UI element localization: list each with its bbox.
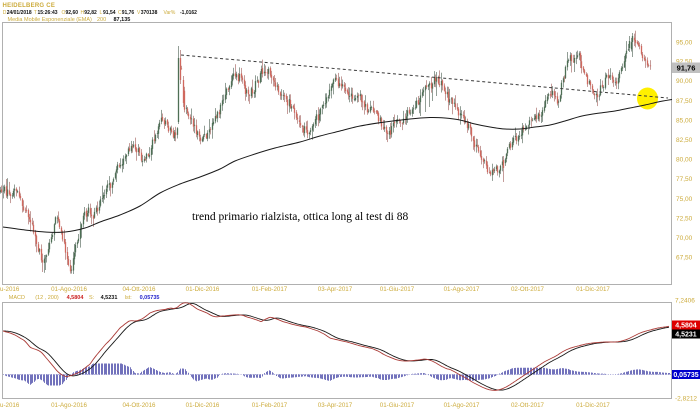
svg-text:01-Dic-2017: 01-Dic-2017 xyxy=(576,286,610,293)
svg-text:4,5804: 4,5804 xyxy=(675,323,697,330)
svg-text:92,50: 92,50 xyxy=(676,59,693,66)
svg-text:01-Feb-2017: 01-Feb-2017 xyxy=(252,402,288,409)
svg-text:4,5804: 4,5804 xyxy=(67,295,85,301)
svg-text:D: D xyxy=(3,10,7,16)
svg-text:02-Ott-2017: 02-Ott-2017 xyxy=(511,402,545,409)
svg-text:82,50: 82,50 xyxy=(676,137,693,144)
svg-text:87,135: 87,135 xyxy=(114,17,131,23)
svg-text:O: O xyxy=(62,10,66,16)
svg-text:4,5231: 4,5231 xyxy=(675,332,697,339)
svg-text:Var%: Var% xyxy=(164,10,176,16)
svg-text:-2,8212: -2,8212 xyxy=(675,396,697,403)
svg-text:0,05735: 0,05735 xyxy=(673,372,698,379)
svg-text:HEIDELBERG CE: HEIDELBERG CE xyxy=(3,3,56,9)
svg-text:01-Dic-2016: 01-Dic-2016 xyxy=(186,286,220,293)
svg-text:04-Ott-2016: 04-Ott-2016 xyxy=(122,402,156,409)
svg-text:trend primario rialzista, otti: trend primario rialzista, ottica long al… xyxy=(192,211,408,223)
svg-text:91,54: 91,54 xyxy=(103,10,116,16)
svg-text:91,76: 91,76 xyxy=(122,10,135,16)
svg-text:S:: S: xyxy=(89,295,95,301)
svg-text:90,00: 90,00 xyxy=(676,78,693,85)
svg-text:01-Ago-2016: 01-Ago-2016 xyxy=(51,402,87,409)
svg-text:04-Ott-2016: 04-Ott-2016 xyxy=(122,286,156,293)
svg-text:75,00: 75,00 xyxy=(676,196,693,203)
svg-text:370138: 370138 xyxy=(141,10,158,16)
svg-text:01-Ago-2016: 01-Ago-2016 xyxy=(51,286,87,293)
svg-text:01-Giu-2017: 01-Giu-2017 xyxy=(380,402,415,409)
svg-text:7,2406: 7,2406 xyxy=(675,298,695,305)
svg-text:92,82: 92,82 xyxy=(84,10,97,16)
svg-text:01-Ago-2017: 01-Ago-2017 xyxy=(444,286,480,293)
svg-text:85,00: 85,00 xyxy=(676,117,693,124)
svg-text:72,50: 72,50 xyxy=(676,215,693,222)
svg-text:4,5231: 4,5231 xyxy=(101,295,118,301)
svg-text:L: L xyxy=(100,10,103,16)
svg-text:80,00: 80,00 xyxy=(676,157,693,164)
svg-text:95,00: 95,00 xyxy=(676,39,693,46)
svg-text:01-Feb-2017: 01-Feb-2017 xyxy=(252,286,288,293)
svg-text:01-Dic-2016: 01-Dic-2016 xyxy=(186,402,220,409)
svg-text:77,50: 77,50 xyxy=(676,176,693,183)
svg-text:92,60: 92,60 xyxy=(66,10,79,16)
svg-text:01-Giu-2017: 01-Giu-2017 xyxy=(380,286,415,293)
svg-text:02-Ott-2017: 02-Ott-2017 xyxy=(511,286,545,293)
svg-text:(12 , 200): (12 , 200) xyxy=(35,295,59,301)
svg-text:200: 200 xyxy=(97,17,106,23)
svg-text:01-Dic-2017: 01-Dic-2017 xyxy=(576,402,610,409)
svg-text:u-2016: u-2016 xyxy=(0,402,20,409)
svg-text:MACD: MACD xyxy=(9,295,25,301)
svg-text:0,05735: 0,05735 xyxy=(140,295,160,301)
svg-text:87,50: 87,50 xyxy=(676,98,693,105)
svg-text:Media Mobile Esponenziale (EMA: Media Mobile Esponenziale (EMA) xyxy=(8,17,93,23)
svg-text:91,76: 91,76 xyxy=(677,64,696,73)
svg-text:03-Apr-2017: 03-Apr-2017 xyxy=(318,402,353,409)
svg-text:15:26:43: 15:26:43 xyxy=(38,10,58,16)
svg-text:H: H xyxy=(81,10,85,16)
svg-text:C: C xyxy=(118,10,122,16)
svg-text:u-2016: u-2016 xyxy=(0,286,20,293)
svg-text:V: V xyxy=(137,10,141,16)
svg-text:03-Apr-2017: 03-Apr-2017 xyxy=(318,286,353,293)
svg-text:24/01/2018: 24/01/2018 xyxy=(7,10,32,16)
svg-text:Ist:: Ist: xyxy=(125,295,133,301)
svg-text:67,50: 67,50 xyxy=(676,255,693,262)
svg-text:T: T xyxy=(34,10,37,16)
svg-text:-1,0162: -1,0162 xyxy=(180,10,197,16)
svg-text:01-Ago-2017: 01-Ago-2017 xyxy=(444,402,480,409)
svg-text:70,00: 70,00 xyxy=(676,235,693,242)
